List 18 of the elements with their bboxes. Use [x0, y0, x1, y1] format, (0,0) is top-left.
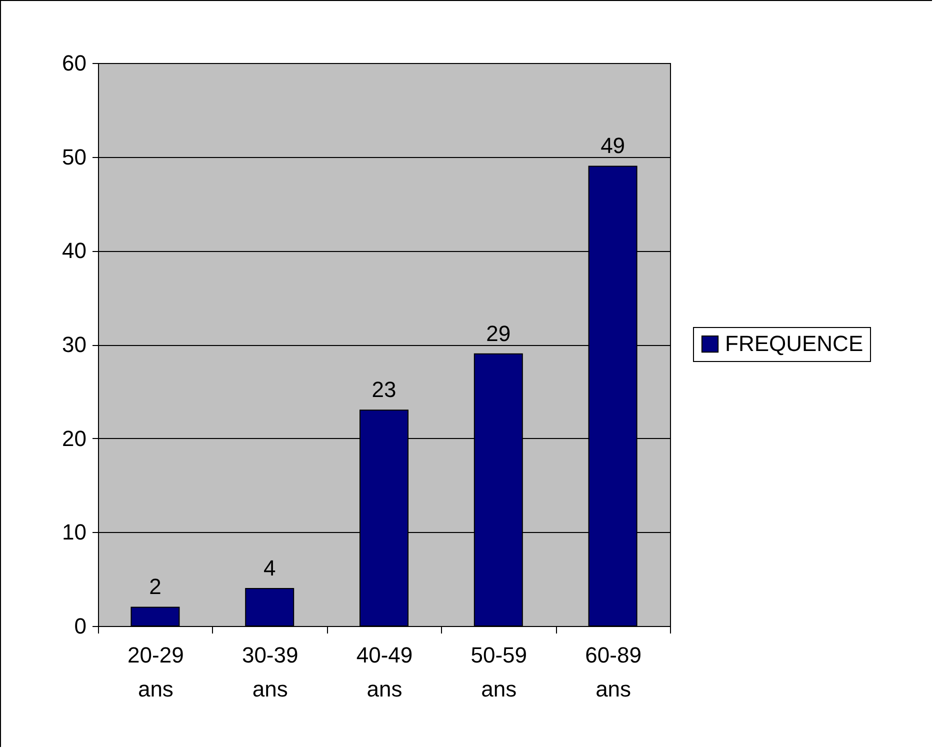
- x-tick-label: 40-49 ans: [356, 642, 413, 702]
- y-tick-label: 0: [74, 614, 86, 638]
- data-label: 4: [263, 555, 276, 580]
- x-tick-label: 30-39 ans: [242, 642, 298, 702]
- y-tick-label: 20: [62, 426, 86, 451]
- data-label: 23: [372, 377, 396, 402]
- y-tick-label: 60: [62, 50, 86, 76]
- x-tick-label: 50-59 ans: [470, 642, 528, 702]
- data-label: 29: [486, 320, 511, 346]
- x-tick-label: 60-89 ans: [585, 642, 642, 702]
- data-label: 2: [149, 574, 162, 600]
- data-label: 49: [600, 133, 626, 158]
- legend-label: FREQUENCE: [725, 331, 864, 356]
- y-tick-label: 50: [62, 144, 86, 170]
- y-tick-label: 30: [62, 332, 86, 357]
- x-tick-label: 20-29 ans: [128, 642, 184, 702]
- y-tick-label: 40: [62, 238, 86, 264]
- y-tick-label: 10: [62, 520, 86, 545]
